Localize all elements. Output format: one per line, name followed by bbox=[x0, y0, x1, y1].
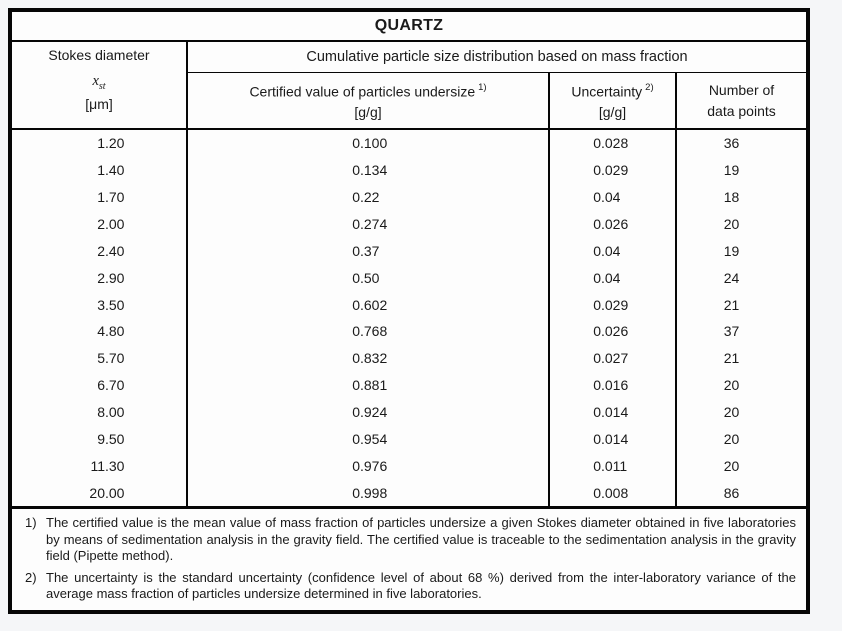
table-row: 6.70 0.881 0.016 20 bbox=[12, 371, 806, 399]
table-cell: 1.40 bbox=[12, 156, 188, 184]
table-cell: 5.70 bbox=[12, 344, 188, 372]
table-cell: 0.011 bbox=[550, 452, 677, 480]
table-cell: 0.014 bbox=[550, 398, 677, 426]
table-row: 1.40 0.134 0.029 19 bbox=[12, 156, 806, 184]
table-header: Stokes diameter xst [μm] Cumulative part… bbox=[12, 42, 806, 130]
footnotes-section: 1) The certified value is the mean value… bbox=[12, 506, 806, 610]
table-row: 2.40 0.37 0.04 19 bbox=[12, 237, 806, 265]
data-grid: 1.20 0.100 0.028 36 1.40 0.134 0.029 19 1.70 0.22… bbox=[12, 130, 806, 507]
table-row: 8.00 0.924 0.014 20 bbox=[12, 398, 806, 426]
table-cell: 0.602 bbox=[188, 291, 550, 319]
table-cell: 20 bbox=[723, 430, 740, 447]
table-cell: 2.40 bbox=[12, 237, 188, 265]
table-cell: 37 bbox=[723, 323, 740, 340]
table-cell: 20.00 bbox=[12, 479, 188, 507]
table-cell: 0.954 bbox=[188, 425, 550, 453]
table-cell: 0.50 bbox=[188, 264, 550, 292]
stokes-symbol: xst bbox=[92, 73, 106, 92]
uncertainty-unit: [g/g] bbox=[598, 104, 627, 121]
table-cell: 0.37 bbox=[188, 237, 550, 265]
table-cell: 0.998 bbox=[188, 479, 550, 507]
table-cell: 0.029 bbox=[550, 291, 677, 319]
uncertainty-label: Uncertainty 2) bbox=[571, 81, 654, 100]
table-cell: 2.90 bbox=[12, 264, 188, 292]
certified-value-label: Certified value of particles undersize 1) bbox=[249, 81, 487, 100]
table-cell: 11.30 bbox=[12, 452, 188, 480]
table-row: 2.00 0.274 0.026 20 bbox=[12, 210, 806, 238]
table-cell: 86 bbox=[723, 484, 740, 501]
table-cell: 0.134 bbox=[188, 156, 550, 184]
table-cell: 20 bbox=[723, 404, 740, 421]
certified-value-unit: [g/g] bbox=[354, 104, 382, 121]
table-cell: 18 bbox=[723, 189, 740, 206]
table-cell: 0.04 bbox=[550, 183, 677, 211]
table-cell: 0.029 bbox=[550, 156, 677, 184]
table-cell: 8.00 bbox=[12, 398, 188, 426]
table-cell: 0.016 bbox=[550, 371, 677, 399]
stokes-unit: [μm] bbox=[85, 95, 113, 112]
table-cell: 19 bbox=[723, 162, 740, 179]
table-cell: 0.881 bbox=[188, 371, 550, 399]
table-cell: 0.04 bbox=[550, 264, 677, 292]
footnote-ref-2: 2) bbox=[645, 81, 654, 93]
table-cell: 0.04 bbox=[550, 237, 677, 265]
column-header-uncertainty: Uncertainty 2) [g/g] bbox=[550, 73, 677, 128]
table-cell: 0.028 bbox=[550, 130, 677, 157]
table-row: 1.70 0.22 0.04 18 bbox=[12, 183, 806, 211]
table-cell: 21 bbox=[723, 350, 740, 367]
table-cell: 6.70 bbox=[12, 371, 188, 399]
table-cell: 3.50 bbox=[12, 291, 188, 319]
table-row: 11.30 0.976 0.011 20 bbox=[12, 452, 806, 480]
table-cell: 36 bbox=[723, 135, 740, 152]
column-header-certified-value: Certified value of particles undersize 1)… bbox=[188, 73, 550, 128]
table-row: 3.50 0.602 0.029 21 bbox=[12, 291, 806, 319]
table-cell: 20 bbox=[723, 377, 740, 394]
table-cell: 1.20 bbox=[12, 130, 188, 157]
table-cell: 1.70 bbox=[12, 183, 188, 211]
table-cell: 24 bbox=[723, 269, 740, 286]
stokes-diameter-label: Stokes diameter bbox=[48, 47, 150, 63]
cumulative-distribution-header: Cumulative particle size distribution ba… bbox=[188, 42, 806, 73]
table-row: 1.20 0.100 0.028 36 bbox=[12, 130, 806, 157]
table-row: 20.00 0.998 0.008 86 bbox=[12, 479, 806, 507]
header-right-section: Cumulative particle size distribution ba… bbox=[188, 42, 806, 128]
table-cell: 0.008 bbox=[550, 479, 677, 507]
table-cell: 4.80 bbox=[12, 318, 188, 345]
footnote-1: 1) The certified value is the mean value… bbox=[20, 515, 798, 565]
table-cell: 21 bbox=[723, 296, 740, 313]
footnote-1-text: The certified value is the mean value of… bbox=[46, 515, 796, 563]
table-cell: 0.22 bbox=[188, 183, 550, 211]
table-cell: 0.924 bbox=[188, 398, 550, 426]
table-cell: 20 bbox=[723, 216, 740, 232]
table-cell: 0.027 bbox=[550, 344, 677, 372]
table-cell: 0.026 bbox=[550, 210, 677, 238]
table-cell: 9.50 bbox=[12, 425, 188, 453]
table-row: 9.50 0.954 0.014 20 bbox=[12, 425, 806, 453]
table-title: QUARTZ bbox=[12, 12, 806, 42]
footnote-ref-1: 1) bbox=[478, 81, 487, 93]
table-cell: 0.768 bbox=[188, 318, 550, 345]
table-cell: 0.026 bbox=[550, 318, 677, 345]
table-cell: 0.976 bbox=[188, 452, 550, 480]
table-cell: 2.00 bbox=[12, 210, 188, 238]
column-header-stokes-diameter: Stokes diameter xst [μm] bbox=[12, 42, 188, 128]
table-cell: 0.832 bbox=[188, 344, 550, 372]
column-header-number-of-data-points: Number of data points bbox=[707, 81, 776, 119]
table-cell: 20 bbox=[723, 457, 740, 474]
sub-header-row: Certified value of particles undersize 1)… bbox=[188, 73, 806, 128]
table-row: 5.70 0.832 0.027 21 bbox=[12, 344, 806, 372]
table-cell: 0.274 bbox=[188, 210, 550, 238]
table-row: 2.90 0.50 0.04 24 bbox=[12, 264, 806, 292]
footnote-2-text: The uncertainty is the standard uncertai… bbox=[46, 569, 796, 602]
table-row: 4.80 0.768 0.026 37 bbox=[12, 318, 806, 345]
certified-values-table: QUARTZ Stokes diameter xst [μm] Cumulati… bbox=[8, 8, 810, 614]
footnote-1-number: 1) bbox=[25, 515, 37, 530]
table-cell: 19 bbox=[723, 242, 740, 259]
footnote-2: 2) The uncertainty is the standard uncer… bbox=[20, 570, 798, 603]
table-cell: 0.014 bbox=[550, 425, 677, 453]
footnote-2-number: 2) bbox=[25, 569, 37, 585]
table-cell: 0.100 bbox=[188, 130, 550, 157]
